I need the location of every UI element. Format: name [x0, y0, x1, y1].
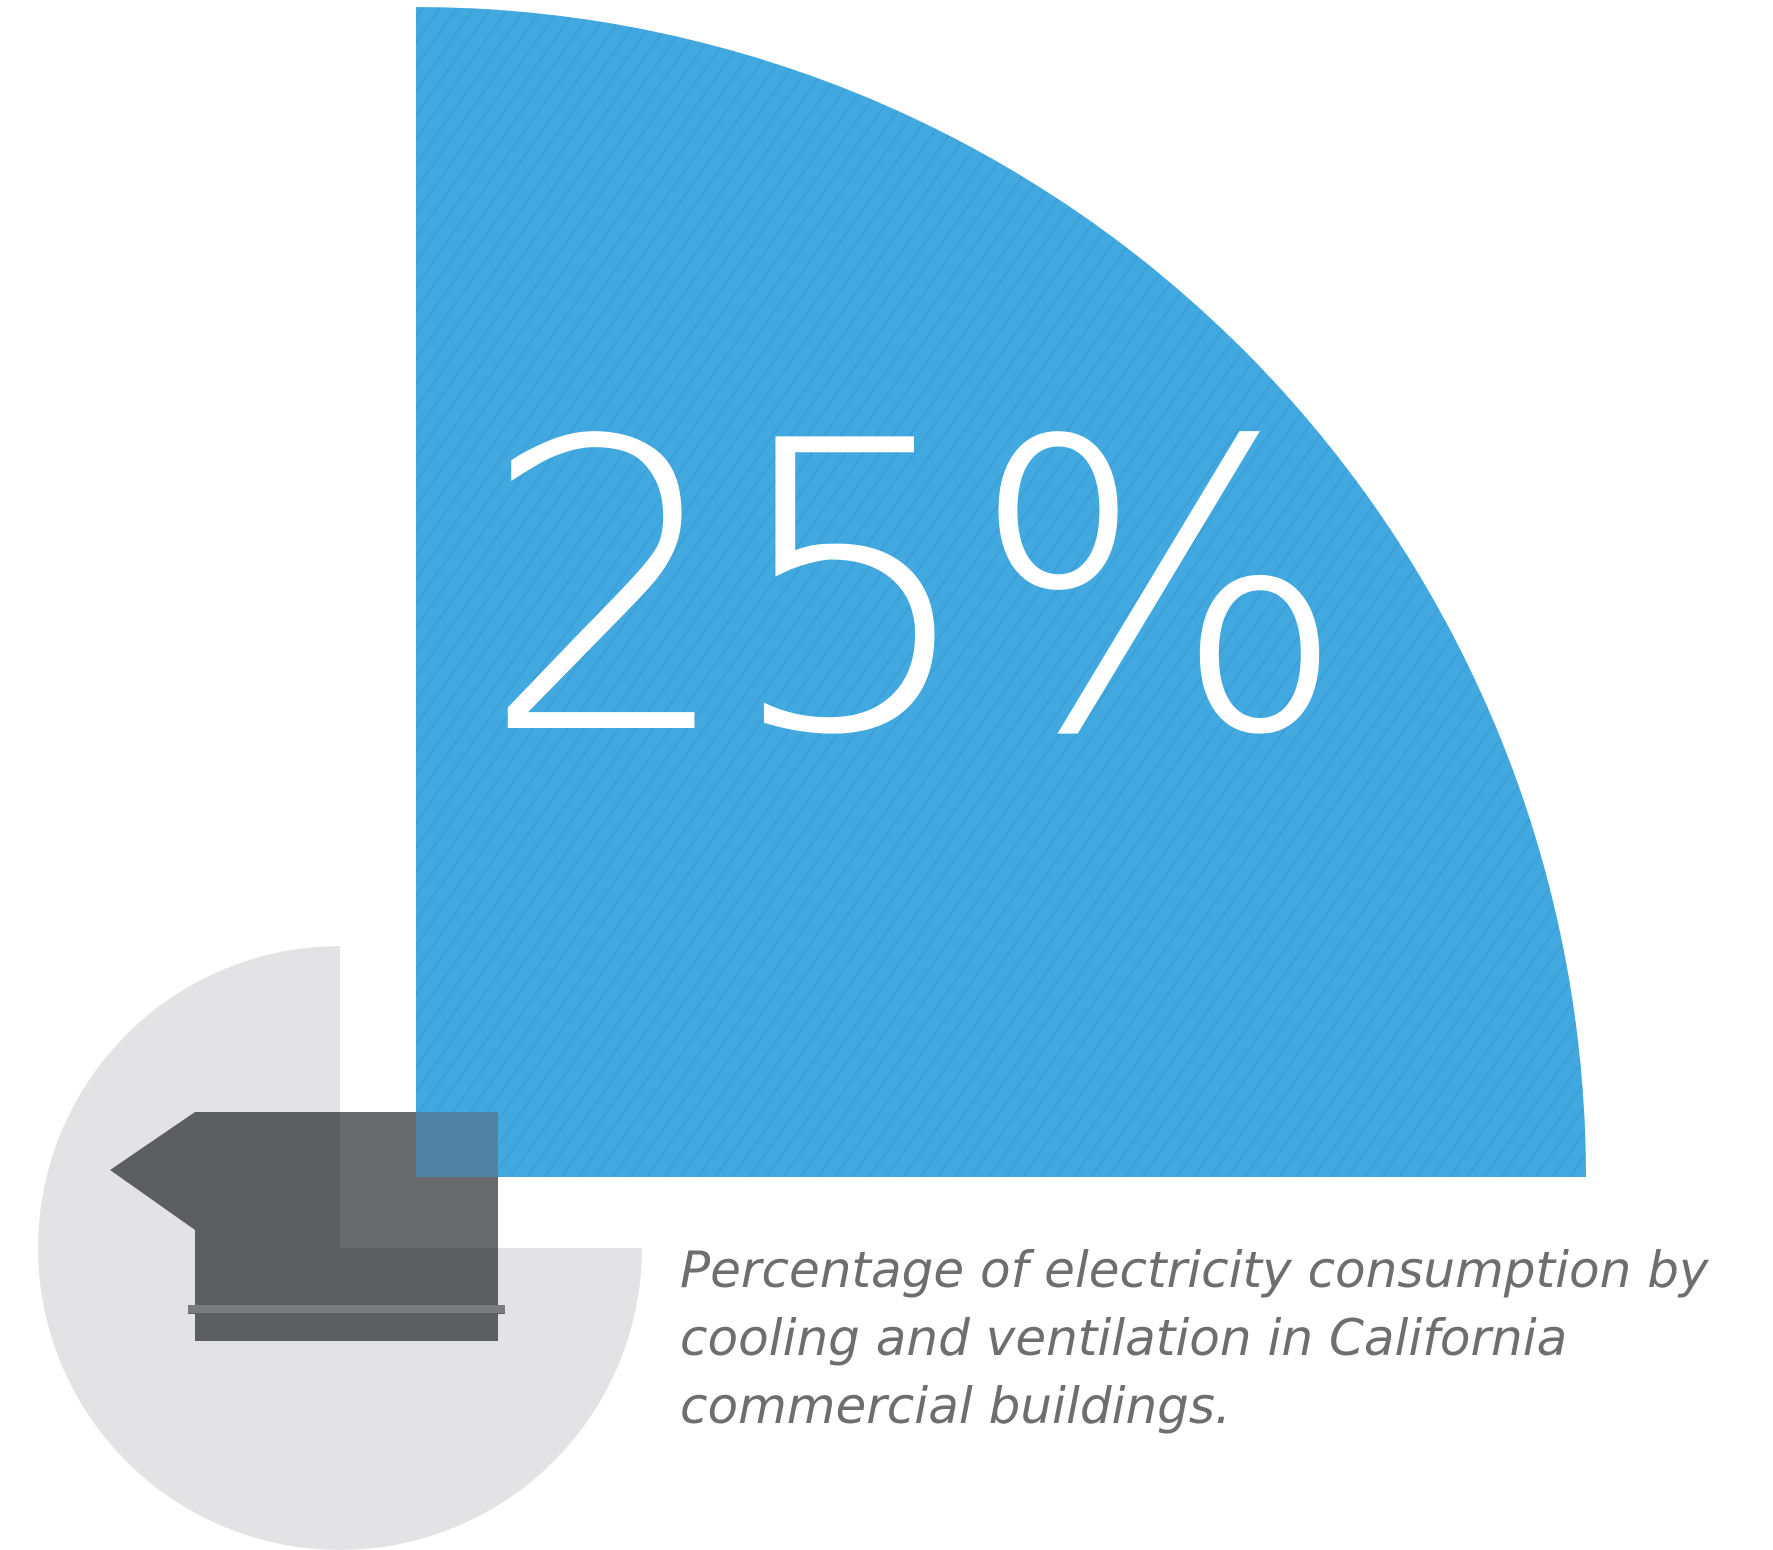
fan-icon-band [188, 1305, 505, 1313]
pie-slice-25-percent [416, 7, 1586, 1177]
caption-line-1: Percentage of electricity consumption by [680, 1241, 1709, 1299]
slice-overlap [416, 1112, 498, 1177]
caption-line-3: commercial buildings. [680, 1377, 1231, 1435]
stat-value-label: 25% [480, 358, 1339, 823]
caption: Percentage of electricity consumption by… [680, 1236, 1740, 1440]
exhaust-fan-icon [110, 1112, 505, 1341]
caption-line-2: cooling and ventilation in California [680, 1309, 1568, 1367]
